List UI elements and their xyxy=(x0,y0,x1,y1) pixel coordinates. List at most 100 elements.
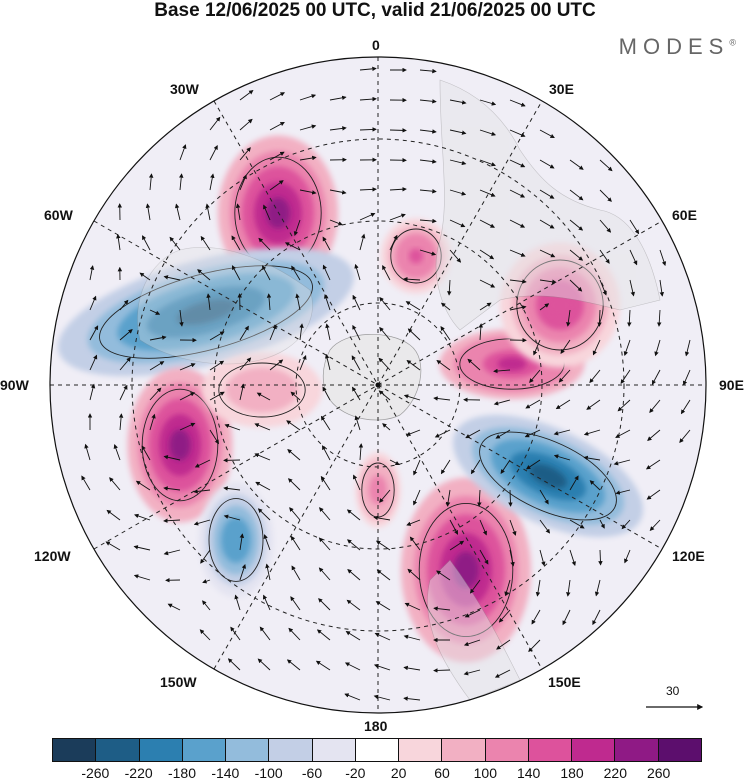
wind-vector xyxy=(494,669,511,678)
wind-vector xyxy=(351,355,361,371)
anomaly-isoline xyxy=(99,265,313,359)
wind-vector xyxy=(413,489,421,506)
wind-vector xyxy=(440,302,451,311)
wind-vector xyxy=(239,118,253,131)
anomaly-contour xyxy=(266,197,290,229)
polar-stereographic-map xyxy=(49,56,707,714)
wind-vector xyxy=(467,358,481,371)
colorbar-tick-label: 180 xyxy=(560,765,584,781)
wind-vector xyxy=(569,249,584,261)
wind-vector xyxy=(347,539,361,551)
wind-vector xyxy=(290,596,301,611)
wind-vector xyxy=(493,368,511,374)
wind-vector xyxy=(269,324,277,341)
wind-vector xyxy=(376,569,391,581)
wind-vector xyxy=(413,459,421,476)
wind-vector xyxy=(163,549,181,556)
wind-vector xyxy=(440,326,451,341)
wind-vector xyxy=(509,159,526,168)
colorbar-tick-label: 20 xyxy=(390,765,407,781)
wind-vector xyxy=(89,325,99,341)
wind-vector xyxy=(599,249,610,264)
wind-vector xyxy=(149,309,161,315)
wind-vector xyxy=(597,309,602,327)
wind-vector xyxy=(89,295,97,311)
wind-vector xyxy=(329,219,343,226)
wind-vector xyxy=(263,204,271,221)
wind-vector xyxy=(109,477,121,491)
wind-vector xyxy=(223,514,241,521)
colorbar-tick-label: -100 xyxy=(254,765,283,781)
wind-vector xyxy=(239,383,245,401)
wind-vector xyxy=(627,309,632,327)
wind-vector xyxy=(194,459,211,468)
wind-vector xyxy=(163,275,181,281)
wind-vector xyxy=(553,429,571,436)
wind-vector xyxy=(299,94,317,101)
latitude-circle xyxy=(131,138,625,632)
wind-vector xyxy=(594,579,601,597)
wind-vector xyxy=(379,326,391,341)
wind-vector xyxy=(539,249,556,258)
wind-vector xyxy=(179,363,196,371)
wind-vector xyxy=(89,265,95,281)
modes-logo: MODES® xyxy=(619,34,736,60)
wind-vector xyxy=(496,639,511,650)
wind-vector xyxy=(478,323,484,341)
wind-vector xyxy=(615,489,631,495)
wind-vector xyxy=(449,519,459,535)
wind-vector xyxy=(209,391,225,401)
wind-vector xyxy=(133,545,151,551)
wind-vector xyxy=(447,279,452,296)
wind-vector xyxy=(509,99,526,107)
wind-vector xyxy=(525,459,541,470)
colorbar-swatch xyxy=(268,739,312,761)
wind-vector xyxy=(89,354,98,371)
anomaly-isoline xyxy=(390,228,442,284)
wind-vector xyxy=(406,519,421,526)
wind-vector xyxy=(539,279,557,285)
wind-vector xyxy=(433,606,451,611)
wind-vector xyxy=(586,399,601,410)
wind-vector xyxy=(163,518,181,523)
wind-vector xyxy=(433,396,451,401)
colorbar-tick-label: -140 xyxy=(211,765,240,781)
wind-vector xyxy=(539,189,555,199)
wind-vector xyxy=(615,429,631,438)
colorbar-swatch xyxy=(527,739,572,761)
wind-vector xyxy=(265,563,271,581)
wind-vector xyxy=(589,369,601,384)
wind-vector xyxy=(379,296,391,311)
wind-vector xyxy=(325,323,331,341)
wind-vector xyxy=(256,392,271,401)
wind-vector xyxy=(200,235,211,251)
colorbar-swatch xyxy=(225,739,269,761)
wind-vector xyxy=(319,507,331,521)
wind-vector xyxy=(209,331,225,341)
wind-vector xyxy=(374,632,391,641)
wind-vector xyxy=(535,579,541,597)
wind-vector xyxy=(139,272,151,281)
wind-vector xyxy=(81,475,91,491)
wind-vector xyxy=(202,600,211,611)
wind-vector xyxy=(239,563,247,581)
wind-vector xyxy=(449,249,462,263)
wind-vector xyxy=(141,445,151,461)
wind-vector xyxy=(359,127,377,132)
wind-vector xyxy=(287,449,301,461)
wind-vector xyxy=(504,579,511,597)
anomaly-contour xyxy=(409,248,423,264)
wind-vector xyxy=(262,265,271,281)
wind-vector xyxy=(528,639,541,653)
wind-vector xyxy=(509,519,517,536)
anomaly-contour xyxy=(250,382,274,398)
lon-label-150w: 150W xyxy=(160,674,197,690)
wind-vector xyxy=(463,669,481,676)
wind-vector xyxy=(495,429,511,439)
colorbar-swatch xyxy=(95,739,139,761)
wind-vector xyxy=(509,129,526,137)
anomaly-contour xyxy=(497,357,527,371)
wind-vector xyxy=(354,263,361,281)
wind-vector xyxy=(509,279,527,284)
wind-vector xyxy=(479,302,492,311)
